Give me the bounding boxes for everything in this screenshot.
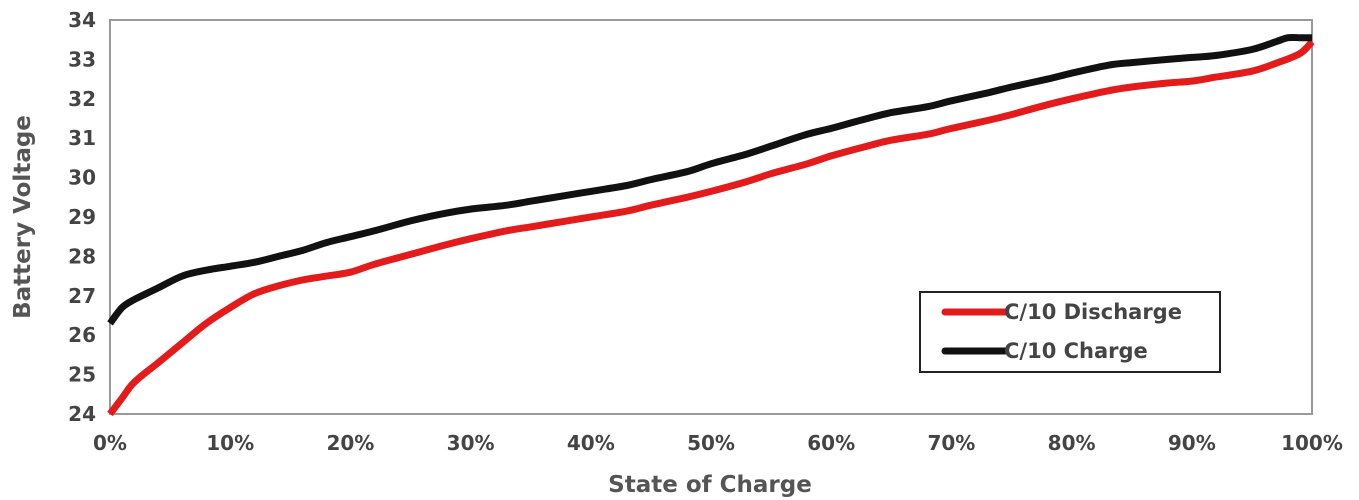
x-axis: 0% 10% 20% 30% 40% 50% 60% 70% 80% 90% 100% (93, 431, 1343, 455)
y-tick-label: 25 (68, 363, 96, 387)
y-axis-title: Battery Voltage (10, 115, 36, 319)
x-axis-title: State of Charge (608, 472, 812, 498)
y-tick-label: 27 (68, 284, 96, 308)
x-tick-label: 70% (927, 431, 975, 455)
y-tick-label: 34 (68, 8, 96, 32)
y-tick-label: 24 (68, 402, 96, 426)
legend: C/10 Discharge C/10 Charge (919, 291, 1221, 373)
legend-label-charge: C/10 Charge (1004, 339, 1148, 363)
x-tick-label: 40% (567, 431, 615, 455)
y-tick-label: 32 (68, 87, 96, 111)
y-axis: 24 25 26 27 28 29 30 31 32 33 34 (68, 8, 96, 426)
x-tick-label: 30% (447, 431, 495, 455)
legend-box (919, 291, 1221, 373)
series-layer (107, 33, 1315, 417)
x-tick-label: 90% (1168, 431, 1216, 455)
y-tick-label: 26 (68, 323, 96, 347)
y-tick-label: 33 (68, 47, 96, 71)
legend-label-discharge: C/10 Discharge (1004, 300, 1182, 324)
x-tick-label: 50% (687, 431, 735, 455)
series-line-charge (107, 33, 1312, 326)
y-tick-label: 29 (68, 205, 96, 229)
x-tick-label: 100% (1281, 431, 1343, 455)
plot-frame (109, 19, 1313, 415)
y-tick-label: 30 (68, 166, 96, 190)
series-line-discharge (107, 39, 1315, 417)
y-tick-label: 31 (68, 126, 96, 150)
x-tick-label: 10% (206, 431, 254, 455)
y-tick-label: 28 (68, 244, 96, 268)
x-tick-label: 80% (1048, 431, 1096, 455)
x-tick-label: 60% (807, 431, 855, 455)
x-tick-label: 20% (326, 431, 374, 455)
x-tick-label: 0% (93, 431, 127, 455)
